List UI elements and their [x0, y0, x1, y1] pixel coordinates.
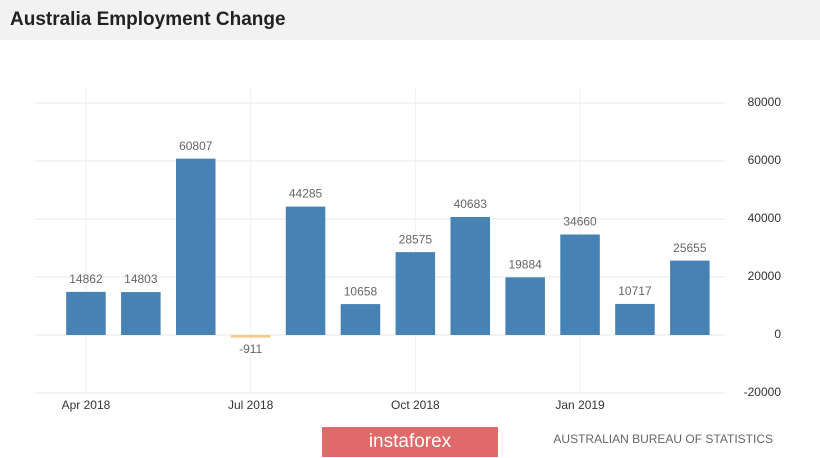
- bar: [450, 217, 491, 335]
- value-label: 14862: [69, 272, 103, 286]
- watermark: instaforex: [369, 431, 452, 452]
- chart-title: Australia Employment Change: [10, 9, 286, 30]
- header: [0, 0, 820, 40]
- bar: [230, 335, 271, 338]
- bar: [175, 158, 216, 335]
- bar: [395, 252, 436, 335]
- value-label: 19884: [508, 258, 542, 272]
- source: AUSTRALIAN BUREAU OF STATISTICS: [553, 432, 773, 446]
- bar: [285, 206, 326, 335]
- bar: [505, 277, 545, 335]
- value-label: 34660: [563, 215, 597, 229]
- value-label: 44285: [289, 187, 323, 201]
- value-label: 14803: [124, 272, 158, 286]
- bar: [560, 234, 600, 335]
- value-label: 60807: [179, 139, 213, 153]
- y-tick-label: 80000: [748, 95, 782, 109]
- bar: [340, 304, 381, 335]
- x-tick-label: Jul 2018: [228, 398, 274, 412]
- value-label: 40683: [454, 197, 488, 211]
- y-tick-label: 0: [774, 327, 781, 341]
- y-tick-label: -20000: [744, 385, 782, 399]
- watermark-box: [322, 427, 498, 457]
- value-label: 10717: [618, 284, 652, 298]
- value-label: 25655: [673, 241, 707, 255]
- bar: [670, 260, 710, 335]
- y-tick-label: 20000: [748, 269, 782, 283]
- value-label: 28575: [399, 232, 433, 246]
- bar: [615, 303, 655, 335]
- value-label: 10658: [344, 284, 378, 298]
- value-label: -911: [239, 342, 262, 356]
- x-tick-label: Jan 2019: [555, 398, 605, 412]
- y-tick-label: 40000: [748, 211, 782, 225]
- y-tick-label: 60000: [748, 153, 782, 167]
- bar: [66, 291, 106, 335]
- x-tick-label: Oct 2018: [391, 398, 440, 412]
- bar: [121, 292, 161, 335]
- x-tick-label: Apr 2018: [62, 398, 111, 412]
